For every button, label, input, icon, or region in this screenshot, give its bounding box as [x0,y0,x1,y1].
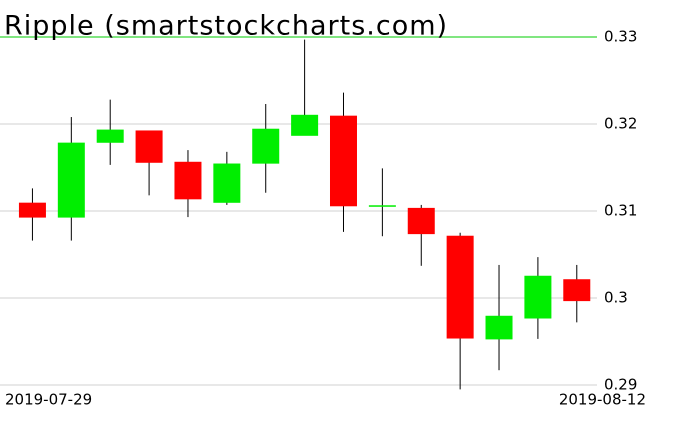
candle-body [524,275,552,319]
x-tick-label: 2019-08-12 [559,391,646,409]
grid [0,36,597,386]
y-tick-label: 0.32 [604,115,637,133]
candle-body [135,130,163,163]
candle-body [96,129,124,143]
candle-body [291,114,319,136]
candle-body [368,205,396,207]
candle-body [563,279,591,302]
candle-body [213,163,241,203]
candle-body [446,235,474,339]
y-tick-label: 0.33 [604,28,637,46]
y-tick-label: 0.31 [604,202,637,220]
candle-body [252,128,280,164]
candles [18,39,591,390]
candle-body [329,115,357,207]
candle-body [18,202,46,218]
y-tick-label: 0.29 [604,376,637,394]
candle-body [57,142,85,218]
candle-body [485,315,513,340]
candle-body [174,161,202,200]
candle-body [407,207,435,235]
chart-title: Ripple (smartstockcharts.com) [4,11,448,42]
x-tick-label: 2019-07-29 [5,391,92,409]
y-tick-label: 0.3 [604,289,628,307]
